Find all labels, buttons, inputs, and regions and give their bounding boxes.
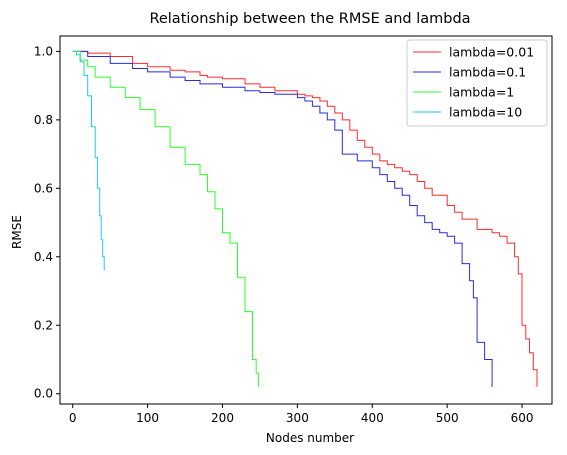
series-line-1 (72, 50, 493, 387)
y-tick-label: 0.2 (34, 318, 53, 332)
series-line-0 (72, 50, 538, 387)
x-axis-ticks: 0 100 200 300 400 500 600 (69, 404, 534, 425)
y-axis-ticks: 0.0 0.2 0.4 0.6 0.8 1.0 (34, 44, 60, 401)
x-tick-label: 400 (361, 411, 384, 425)
x-tick-label: 100 (136, 411, 159, 425)
series-line-2 (72, 50, 259, 387)
y-tick-label: 0.4 (34, 250, 53, 264)
legend-box (406, 39, 548, 127)
x-tick-label: 0 (69, 411, 77, 425)
legend-label: lambda=10 (449, 105, 522, 120)
plot-frame (59, 35, 553, 405)
series-line-3 (72, 50, 105, 271)
x-tick-label: 300 (286, 411, 309, 425)
y-tick-label: 0.8 (34, 113, 53, 127)
x-tick-label: 600 (511, 411, 534, 425)
y-tick-label: 1.0 (34, 44, 53, 58)
chart-title: Relationship between the RMSE and lambda (149, 11, 470, 27)
legend-label: lambda=0.1 (449, 65, 526, 80)
legend-label: lambda=0.01 (449, 45, 534, 60)
y-axis-label: RMSE (10, 215, 24, 249)
legend: lambda=0.01 lambda=0.1 lambda=1 lambda=10 (406, 39, 548, 127)
series-layer (72, 50, 538, 387)
x-axis-label: Nodes number (266, 431, 354, 445)
x-tick-label: 200 (211, 411, 234, 425)
y-tick-label: 0.6 (34, 181, 53, 195)
x-tick-label: 500 (436, 411, 459, 425)
legend-label: lambda=1 (449, 85, 514, 100)
y-tick-label: 0.0 (34, 387, 53, 401)
